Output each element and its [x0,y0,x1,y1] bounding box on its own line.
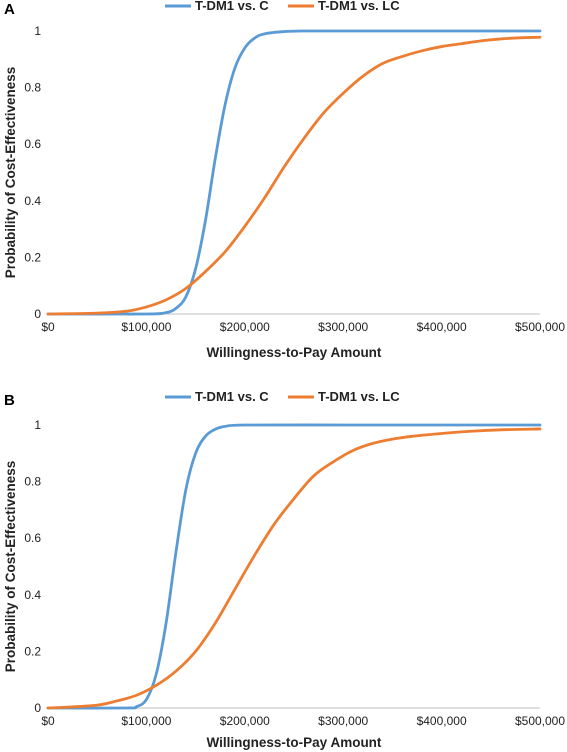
chart-panel-b: B 0 0.2 0.4 0.6 0.8 1 $0 $100,000 $200,000 $300,00… [3,389,565,750]
x-tick-label: $200,000 [220,714,270,728]
y-tick-label: 0 [34,701,41,715]
y-tick-label: 0.6 [24,137,41,151]
legend-label-1: T-DM1 vs. C [195,389,269,404]
panel-label: A [4,1,15,18]
x-axis-title: Willingness-to-Pay Amount [207,345,382,360]
series-line-1 [46,423,542,710]
x-tick-label: $200,000 [220,320,270,334]
series-line-2 [46,35,542,316]
panel-label: B [4,392,15,409]
x-tick-label: $100,000 [121,320,171,334]
legend-label-2: T-DM1 vs. LC [318,389,400,404]
x-tick-label: $300,000 [318,320,368,334]
y-tick-label: 0.4 [24,588,41,602]
x-tick-label: $100,000 [121,714,171,728]
y-tick-label: 1 [34,24,41,38]
x-tick-label: $400,000 [417,320,467,334]
y-axis-title: Probability of Cost-Effectiveness [3,461,18,673]
legend-label-1: T-DM1 vs. C [195,0,269,13]
y-tick-label: 0.2 [24,644,41,658]
y-tick-label: 0.8 [24,475,41,489]
chart-panel-a: A 0 0.2 0.4 0.6 0.8 1 $0 $100,000 $200,000 $300,00… [3,0,565,360]
y-tick-label: 0 [34,307,41,321]
x-tick-label: $0 [41,714,55,728]
y-tick-label: 0.6 [24,531,41,545]
series-line-1 [46,29,542,316]
y-tick-label: 0.4 [24,194,41,208]
x-tick-label: $0 [41,320,55,334]
y-tick-label: 0.8 [24,81,41,95]
x-axis-title: Willingness-to-Pay Amount [207,735,382,750]
legend-label-2: T-DM1 vs. LC [318,0,400,13]
series-line-2 [46,427,542,710]
x-tick-label: $500,000 [515,320,565,334]
y-tick-label: 0.2 [24,250,41,264]
y-axis-title: Probability of Cost-Effectiveness [3,67,18,279]
x-tick-label: $500,000 [515,714,565,728]
x-tick-label: $300,000 [318,714,368,728]
y-tick-label: 1 [34,418,41,432]
x-tick-label: $400,000 [417,714,467,728]
